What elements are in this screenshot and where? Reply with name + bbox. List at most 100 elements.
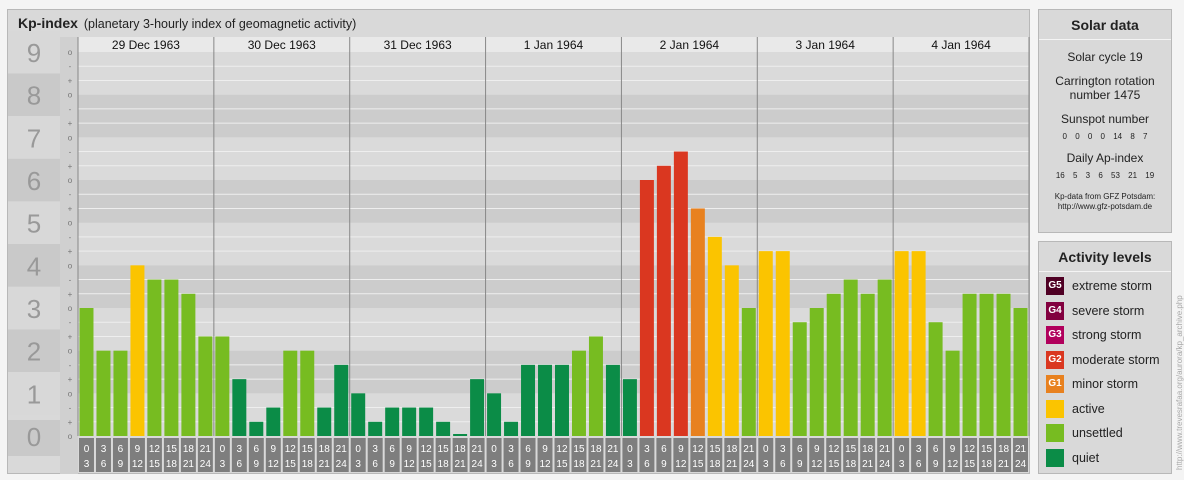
legend-item-active: active bbox=[1046, 397, 1160, 422]
kp-bar bbox=[453, 434, 468, 436]
interval-start-label: 9 bbox=[950, 444, 956, 455]
interval-cell bbox=[656, 438, 672, 472]
interval-start-label: 15 bbox=[981, 444, 993, 455]
interval-end-label: 21 bbox=[862, 459, 874, 470]
interval-cell bbox=[962, 438, 978, 472]
interval-start-label: 12 bbox=[556, 444, 568, 455]
interval-cell bbox=[163, 438, 179, 472]
interval-start-label: 15 bbox=[709, 444, 721, 455]
y-band-6 bbox=[8, 158, 60, 202]
minor-tick-label: o bbox=[68, 176, 73, 185]
interval-start-label: 9 bbox=[135, 444, 141, 455]
interval-end-label: 9 bbox=[118, 459, 124, 470]
credit-link[interactable]: http://www.gfz-potsdam.de bbox=[1057, 202, 1153, 211]
source-url: http://www.trevesrafaa.org/aurora/kp_arc… bbox=[1175, 295, 1184, 470]
interval-cell bbox=[537, 438, 553, 472]
kp-bar bbox=[215, 336, 230, 436]
interval-start-label: 18 bbox=[998, 444, 1010, 455]
interval-end-label: 6 bbox=[101, 459, 107, 470]
minor-tick-label: o bbox=[68, 432, 73, 441]
minor-tick-label: - bbox=[69, 276, 72, 285]
y-band-8 bbox=[8, 73, 60, 116]
interval-cell bbox=[503, 438, 519, 472]
interval-start-label: 21 bbox=[336, 444, 348, 455]
interval-start-label: 12 bbox=[285, 444, 297, 455]
interval-cell bbox=[367, 438, 383, 472]
interval-end-label: 18 bbox=[302, 459, 314, 470]
kp-bar bbox=[181, 293, 196, 436]
interval-cell bbox=[792, 438, 808, 472]
interval-start-label: 12 bbox=[421, 444, 433, 455]
legend-item-minor-storm: G1 minor storm bbox=[1046, 372, 1160, 397]
kp-bar bbox=[470, 379, 485, 436]
minor-tick-label: + bbox=[68, 332, 73, 341]
y-tick-label: 0 bbox=[27, 422, 41, 452]
kp-bar bbox=[741, 308, 756, 436]
interval-cell bbox=[112, 438, 128, 472]
interval-start-label: 0 bbox=[84, 444, 90, 455]
interval-end-label: 15 bbox=[285, 459, 297, 470]
kp-bar bbox=[656, 165, 671, 437]
legend-item-extreme-storm: G5 extreme storm bbox=[1046, 274, 1160, 299]
chart-title-main: Kp-index bbox=[18, 15, 78, 31]
day-label: 29 Dec 1963 bbox=[112, 38, 180, 52]
legend-swatch: G3 bbox=[1046, 326, 1064, 345]
interval-cell bbox=[911, 438, 927, 472]
kp-bar bbox=[792, 322, 807, 436]
interval-start-label: 18 bbox=[183, 444, 195, 455]
legend-swatch: G4 bbox=[1046, 301, 1064, 320]
legend-swatch bbox=[1046, 399, 1064, 418]
day-label: 31 Dec 1963 bbox=[384, 38, 452, 52]
kp-bar bbox=[419, 407, 434, 436]
day-header-row bbox=[78, 37, 1029, 52]
interval-end-label: 12 bbox=[947, 459, 959, 470]
y-tick-label: 7 bbox=[27, 123, 41, 153]
interval-cell bbox=[554, 438, 570, 472]
band-7 bbox=[78, 94, 1029, 138]
interval-start-label: 6 bbox=[661, 444, 667, 455]
legend-label: active bbox=[1072, 401, 1105, 416]
interval-end-label: 24 bbox=[879, 459, 891, 470]
kp-bar bbox=[436, 421, 451, 436]
y-tick-label: 5 bbox=[27, 209, 41, 239]
interval-end-label: 21 bbox=[998, 459, 1010, 470]
interval-end-label: 9 bbox=[525, 459, 531, 470]
interval-end-label: 6 bbox=[237, 459, 243, 470]
interval-end-label: 18 bbox=[438, 459, 450, 470]
interval-start-label: 0 bbox=[899, 444, 905, 455]
legend-label: unsettled bbox=[1072, 426, 1123, 441]
interval-end-label: 18 bbox=[845, 459, 857, 470]
kp-bar bbox=[588, 336, 603, 436]
chart-title: Kp-index (planetary 3-hourly index of geo… bbox=[18, 15, 356, 31]
minor-tick-label: + bbox=[68, 162, 73, 171]
y-band-5 bbox=[8, 201, 60, 244]
interval-cell bbox=[452, 438, 468, 472]
legend-label: minor storm bbox=[1072, 377, 1138, 392]
interval-end-label: 18 bbox=[573, 459, 585, 470]
interval-start-label: 18 bbox=[862, 444, 874, 455]
kp-bar bbox=[758, 251, 773, 436]
interval-end-label: 15 bbox=[828, 459, 840, 470]
interval-end-label: 3 bbox=[491, 459, 497, 470]
interval-start-label: 18 bbox=[455, 444, 467, 455]
interval-start-label: 3 bbox=[237, 444, 243, 455]
interval-cell bbox=[350, 438, 366, 472]
interval-cell bbox=[79, 438, 94, 472]
interval-end-label: 21 bbox=[455, 459, 467, 470]
interval-start-label: 3 bbox=[916, 444, 922, 455]
carrington-rotation: Carrington rotation number 1475 bbox=[1055, 74, 1155, 102]
interval-end-label: 18 bbox=[709, 459, 721, 470]
legend-item-strong-storm: G3 strong storm bbox=[1046, 323, 1160, 348]
y-band-9 bbox=[8, 30, 60, 74]
kp-bar bbox=[283, 350, 298, 436]
y-tick-label: 6 bbox=[27, 166, 41, 196]
legend-label: strong storm bbox=[1072, 328, 1142, 343]
kp-bar bbox=[860, 293, 875, 436]
interval-end-label: 18 bbox=[981, 459, 993, 470]
interval-start-label: 12 bbox=[964, 444, 976, 455]
interval-start-label: 3 bbox=[101, 444, 107, 455]
interval-cell bbox=[877, 438, 893, 472]
interval-start-label: 15 bbox=[845, 444, 857, 455]
interval-cell bbox=[384, 438, 400, 472]
minor-tick-label: - bbox=[69, 105, 72, 114]
